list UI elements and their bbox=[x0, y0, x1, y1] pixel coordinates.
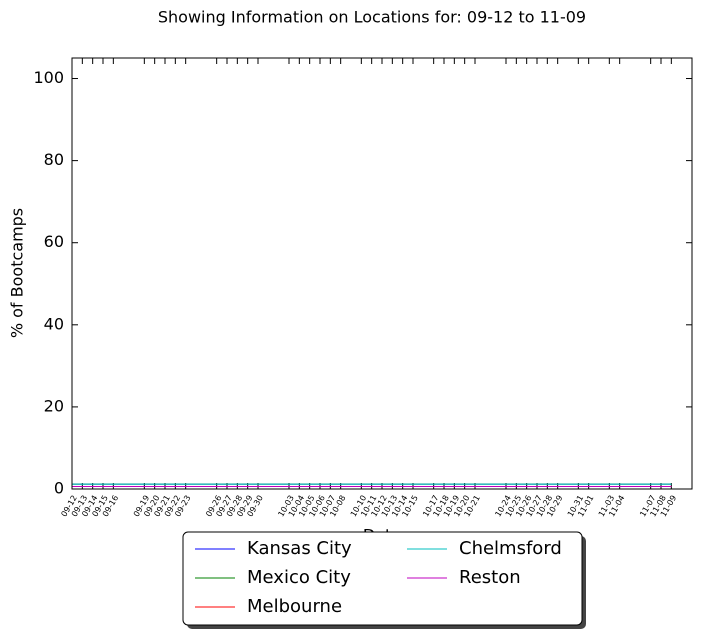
legend-label: Melbourne bbox=[247, 596, 342, 617]
y-tick-label: 20 bbox=[44, 396, 64, 415]
y-tick-label: 40 bbox=[44, 314, 64, 333]
legend-box bbox=[182, 531, 583, 626]
y-axis-label: % of Bootcamps bbox=[8, 208, 27, 338]
plot-frame bbox=[71, 57, 693, 490]
y-tick-label: 80 bbox=[44, 150, 64, 169]
legend-label: Reston bbox=[459, 567, 521, 588]
y-tick-label: 0 bbox=[54, 479, 64, 498]
legend-label: Chelmsford bbox=[459, 538, 562, 559]
y-tick-label: 60 bbox=[44, 232, 64, 251]
legend-label: Mexico City bbox=[247, 567, 351, 588]
y-tick-label: 100 bbox=[33, 68, 64, 87]
chart-title: Showing Information on Locations for: 09… bbox=[158, 8, 586, 27]
legend-label: Kansas City bbox=[247, 538, 352, 559]
